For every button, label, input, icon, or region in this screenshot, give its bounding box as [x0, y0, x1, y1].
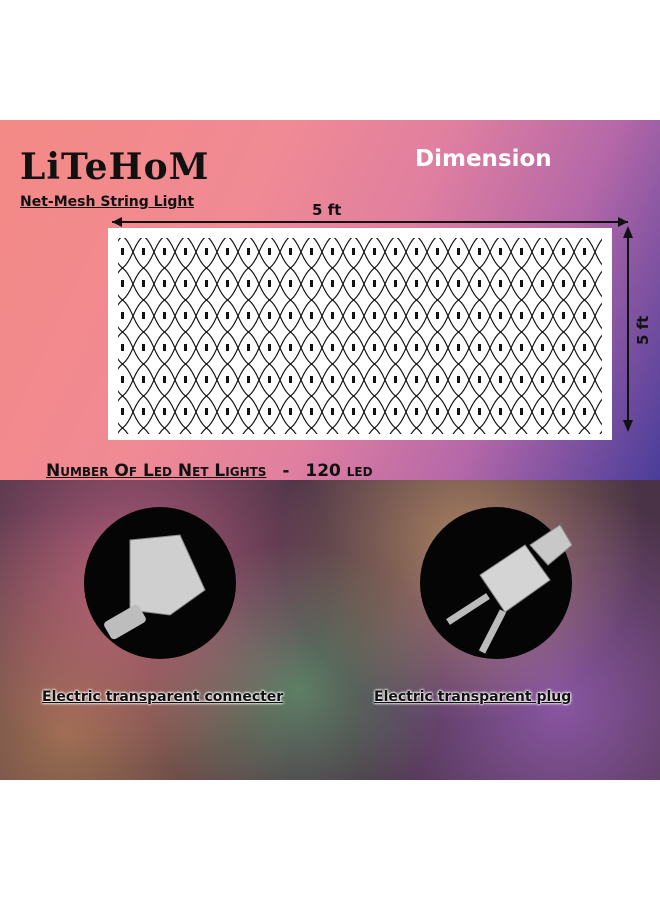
brand-tagline: Net-Mesh String Light [20, 194, 195, 210]
led-label: Number Of Led Net Lights [46, 461, 267, 481]
plug-cable [529, 524, 573, 566]
led-separator: - [282, 461, 290, 481]
accessory-caption: Electric transparent plug [374, 689, 572, 705]
section-heading: Dimension [415, 146, 552, 172]
led-count: Number Of Led Net Lights - 120 LED [46, 461, 373, 481]
connector-tip [104, 604, 146, 640]
accessory-caption: Electric transparent connecter [42, 689, 284, 705]
brand-name: LiTeHoM [20, 146, 210, 188]
width-label: 5 ft [312, 201, 342, 219]
plug-pin [446, 593, 490, 625]
plug-pin [478, 609, 507, 654]
net-mesh [118, 238, 602, 434]
plug-icon [479, 544, 551, 613]
height-label: 5 ft [634, 315, 652, 345]
connector-icon [129, 534, 206, 616]
led-unit: LED [346, 465, 373, 479]
led-value: 120 [305, 461, 341, 481]
